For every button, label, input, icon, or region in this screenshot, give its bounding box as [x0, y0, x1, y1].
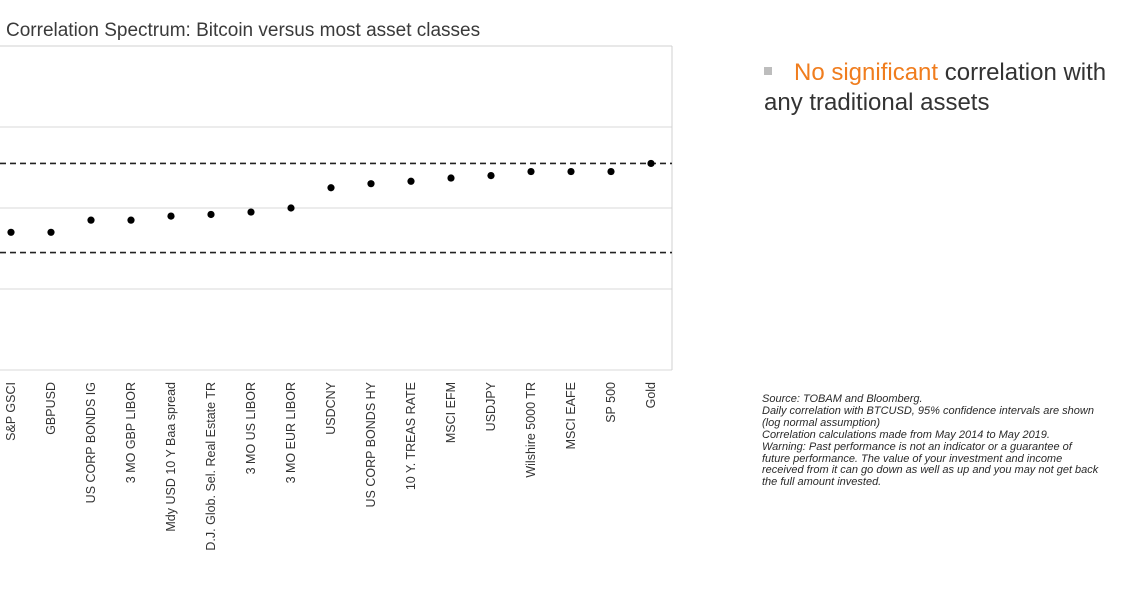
- bullet-square-icon: [764, 66, 772, 75]
- chart-title: Correlation Spectrum: Bitcoin versus mos…: [6, 20, 481, 41]
- category-tick-label: US CORP BONDS HY: [364, 381, 378, 507]
- category-tick-label: Wilshire 5000 TR: [524, 382, 538, 478]
- source-line: Daily correlation with BTCUSD, 95% confi…: [762, 404, 1094, 417]
- source-line: the full amount invested.: [762, 476, 882, 489]
- data-point: [567, 167, 575, 176]
- source-line: Warning: Past performance is not an indi…: [762, 440, 1072, 453]
- data-point: [127, 216, 135, 224]
- category-tick-label: GBPUSD: [44, 382, 58, 435]
- category-tick-label: S&P GSCI: [4, 382, 18, 441]
- data-point: [527, 167, 535, 176]
- category-tick-label: 3 MO GBP LIBOR: [124, 382, 138, 483]
- data-point: [7, 228, 15, 236]
- category-tick-label: D.J. Glob. Sel. Real Estate TR: [204, 382, 218, 551]
- source-line: Source: TOBAM and Bloomberg.: [762, 394, 923, 405]
- category-tick-label: USDCNY: [324, 381, 338, 434]
- data-point: [207, 210, 215, 219]
- data-point: [607, 167, 615, 176]
- category-tick-label: SP 500: [604, 382, 618, 423]
- data-point: [47, 228, 55, 236]
- data-point: [287, 204, 295, 212]
- key-takeaway: No significant correlation with any trad…: [764, 58, 1140, 118]
- data-point: [327, 184, 335, 192]
- data-point: [87, 216, 95, 224]
- data-point: [647, 159, 655, 168]
- category-tick-label: 10 Y. TREAS RATE: [404, 382, 418, 490]
- source-note: Source: TOBAM and Bloomberg. Daily corre…: [762, 394, 1140, 489]
- category-tick-label: US CORP BONDS IG: [84, 382, 98, 503]
- takeaway-line-2: any traditional assets: [764, 89, 990, 116]
- data-point: [167, 212, 175, 220]
- source-line: (log normal assumption): [762, 416, 880, 429]
- takeaway-highlight: No significant: [794, 59, 939, 86]
- category-tick-label: Mdy USD 10 Y Baa spread: [164, 382, 178, 532]
- category-tick-label: USDJPY: [484, 381, 498, 431]
- category-tick-label: 3 MO US LIBOR: [244, 382, 258, 474]
- data-point: [247, 208, 255, 216]
- takeaway-rest: correlation with: [938, 59, 1107, 86]
- category-tick-label: MSCI EAFE: [564, 382, 578, 449]
- source-line: Correlation calculations made from May 2…: [762, 428, 1050, 441]
- data-point: [407, 177, 415, 185]
- data-point: [487, 172, 495, 180]
- category-tick-label: 3 MO EUR LIBOR: [284, 382, 298, 483]
- source-line: received from it can go down as well as …: [762, 464, 1099, 477]
- correlation-chart: S&P GSCI GBPUSD US CORP BONDS IG 3 MO GBP L…: [0, 45, 673, 551]
- data-point: [447, 174, 455, 182]
- source-line: future performance. The value of your in…: [762, 452, 1063, 465]
- data-point: [367, 180, 375, 188]
- category-tick-label: MSCI EFM: [444, 382, 458, 443]
- category-tick-label: Gold: [644, 382, 658, 408]
